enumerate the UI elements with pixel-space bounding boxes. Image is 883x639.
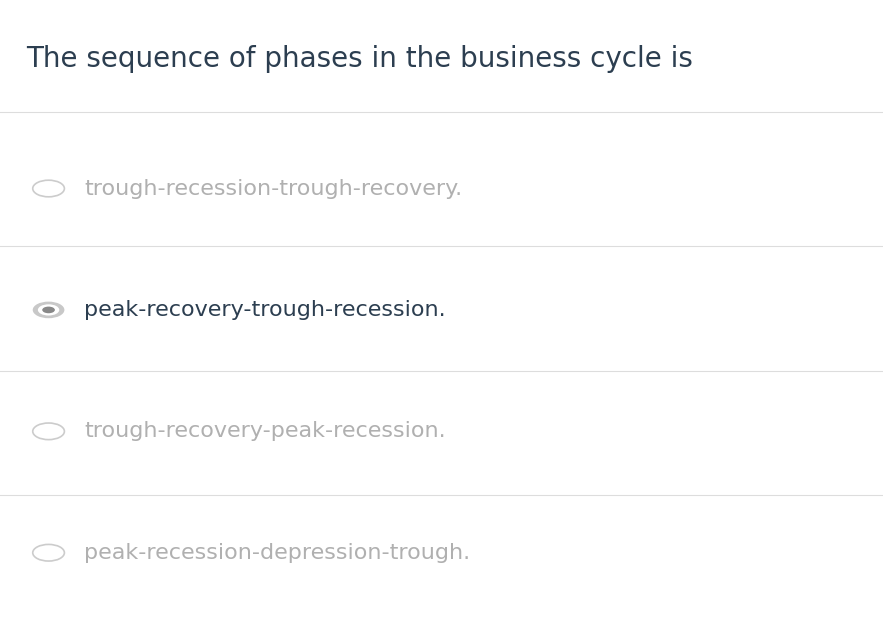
Text: trough-recession-trough-recovery.: trough-recession-trough-recovery.: [84, 178, 462, 199]
Ellipse shape: [33, 180, 64, 197]
Ellipse shape: [33, 423, 64, 440]
Ellipse shape: [38, 304, 59, 316]
Ellipse shape: [33, 302, 64, 318]
Ellipse shape: [42, 307, 55, 313]
Text: peak-recovery-trough-recession.: peak-recovery-trough-recession.: [84, 300, 446, 320]
Text: trough-recovery-peak-recession.: trough-recovery-peak-recession.: [84, 421, 446, 442]
Text: The sequence of phases in the business cycle is: The sequence of phases in the business c…: [26, 45, 693, 73]
Text: peak-recession-depression-trough.: peak-recession-depression-trough.: [84, 543, 470, 563]
Ellipse shape: [33, 544, 64, 561]
